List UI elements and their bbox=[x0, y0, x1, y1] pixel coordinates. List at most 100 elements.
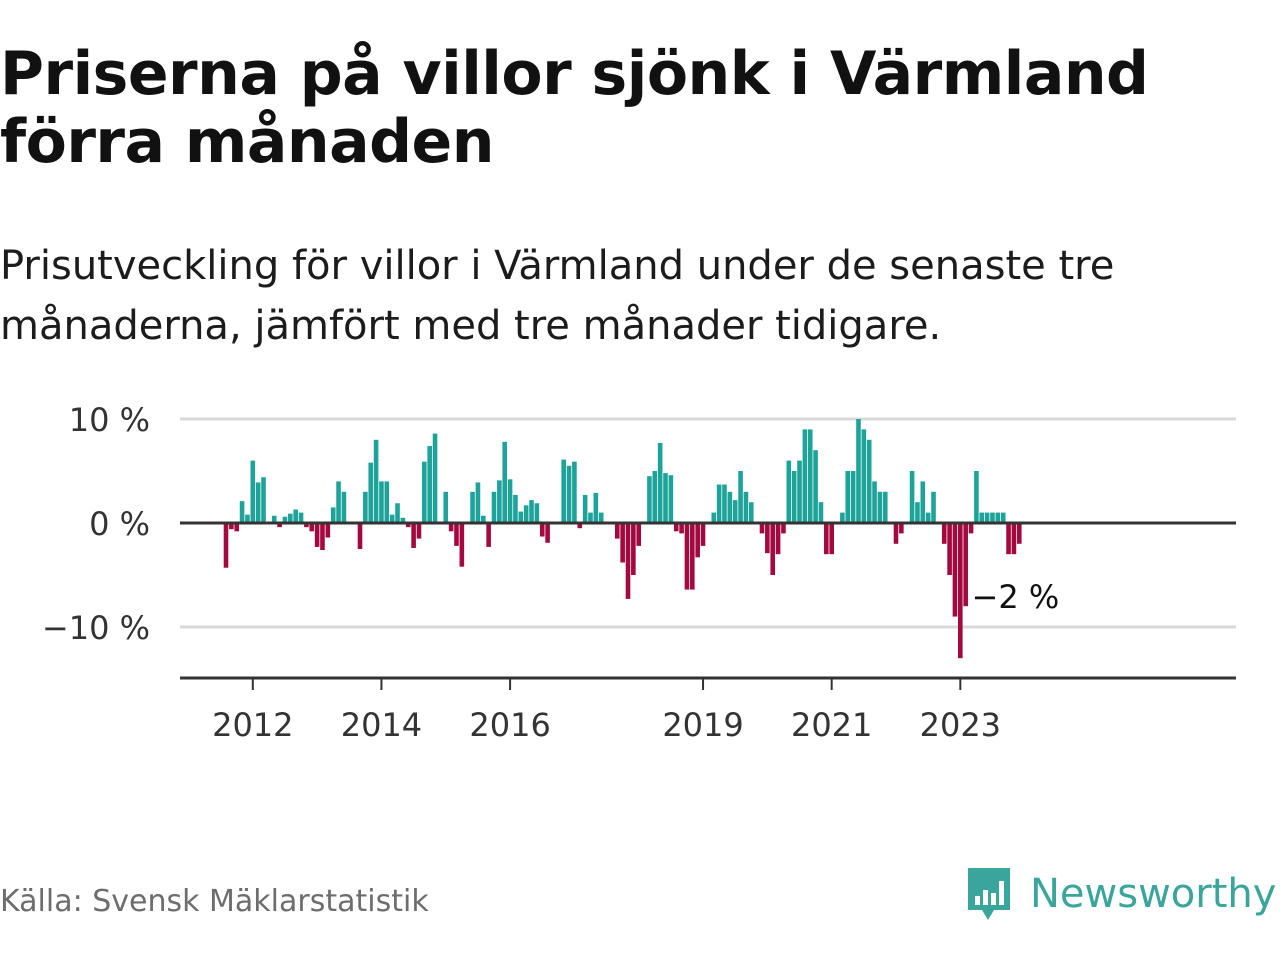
bar-2020-01 bbox=[765, 523, 770, 554]
bar-2019-09 bbox=[743, 491, 749, 523]
bar-2020-03 bbox=[775, 523, 781, 555]
source-note: Källa: Svensk Mäklarstatistik bbox=[0, 884, 429, 919]
bar-2023-06 bbox=[984, 512, 990, 523]
bar-2023-02 bbox=[963, 523, 968, 607]
bar-2022-04 bbox=[909, 471, 915, 523]
bar-2016-12 bbox=[566, 465, 572, 523]
bar-2017-04 bbox=[588, 512, 593, 523]
x-tick-label: 2023 bbox=[920, 706, 1001, 740]
bar-2013-12 bbox=[373, 439, 379, 523]
bar-2023-09 bbox=[1000, 512, 1006, 523]
bar-2015-01 bbox=[443, 491, 449, 523]
bar-chart: 10 % 0 % −10 % 2012 2014 2016 2019 2021 2023 −2 % bbox=[42, 401, 1236, 740]
bar-2012-01 bbox=[250, 460, 256, 523]
bar-2022-11 bbox=[947, 523, 952, 575]
bar-2023-12 bbox=[1016, 523, 1022, 544]
bar-2019-06 bbox=[727, 491, 733, 523]
bar-2011-12 bbox=[245, 514, 250, 523]
bar-2012-10 bbox=[298, 512, 304, 523]
bar-2017-01 bbox=[572, 461, 577, 523]
bar-2022-06 bbox=[920, 481, 926, 523]
bar-2023-05 bbox=[979, 512, 985, 523]
bar-2023-03 bbox=[968, 523, 974, 534]
bar-2012-08 bbox=[288, 513, 293, 523]
bar-2019-08 bbox=[738, 471, 743, 523]
bar-2023-04 bbox=[974, 471, 979, 523]
bar-2014-05 bbox=[400, 517, 406, 523]
bar-2020-02 bbox=[770, 523, 776, 575]
bar-2016-05 bbox=[529, 500, 534, 523]
bar-2018-05 bbox=[657, 442, 663, 523]
bar-2022-05 bbox=[915, 502, 920, 523]
bars bbox=[223, 419, 1022, 659]
bar-2017-09 bbox=[614, 523, 620, 539]
bar-2020-06 bbox=[791, 471, 797, 523]
bar-2023-01 bbox=[958, 523, 963, 659]
bar-2015-06 bbox=[470, 491, 475, 523]
bar-2013-05 bbox=[336, 481, 341, 523]
bar-2013-02 bbox=[320, 523, 325, 551]
x-tick-label: 2012 bbox=[212, 706, 293, 740]
bar-2020-05 bbox=[786, 460, 792, 523]
bar-2011-08 bbox=[223, 523, 229, 568]
bar-2019-10 bbox=[748, 502, 754, 523]
bar-2017-05 bbox=[593, 492, 599, 523]
bar-2016-08 bbox=[545, 523, 550, 543]
bar-2017-03 bbox=[582, 494, 588, 523]
chart-title: Priserna på villor sjönk i Värmland förr… bbox=[0, 39, 1149, 177]
bar-2012-09 bbox=[293, 509, 298, 523]
bar-2022-02 bbox=[899, 523, 904, 534]
bar-2015-02 bbox=[448, 523, 454, 532]
bar-2019-12 bbox=[759, 523, 765, 534]
bar-2022-08 bbox=[931, 491, 936, 523]
bar-2023-10 bbox=[1006, 523, 1011, 555]
brand-logo: Newsworthy bbox=[964, 862, 1276, 926]
x-tick-label: 2014 bbox=[341, 706, 422, 740]
bar-2020-12 bbox=[824, 523, 829, 555]
bar-2012-06 bbox=[277, 523, 282, 528]
bar-2015-03 bbox=[454, 523, 459, 546]
bar-2021-04 bbox=[845, 471, 851, 523]
axes bbox=[180, 521, 1236, 690]
bar-2020-09 bbox=[807, 429, 813, 523]
bar-2018-11 bbox=[690, 523, 695, 590]
bar-2014-11 bbox=[432, 433, 438, 523]
brand-name: Newsworthy bbox=[1030, 871, 1277, 917]
bar-2020-07 bbox=[797, 460, 802, 523]
bar-2014-04 bbox=[395, 503, 400, 523]
bar-2014-02 bbox=[384, 481, 390, 523]
axis-labels: 10 % 0 % −10 % 2012 2014 2016 2019 2021 2023 −2 % bbox=[42, 401, 1059, 740]
bar-2020-08 bbox=[802, 429, 808, 523]
bar-2022-07 bbox=[925, 512, 931, 523]
bar-2016-06 bbox=[534, 503, 540, 523]
bar-2017-02 bbox=[577, 523, 583, 529]
bar-2012-02 bbox=[255, 482, 261, 523]
bar-2021-05 bbox=[850, 471, 856, 523]
bar-2016-03 bbox=[518, 511, 524, 523]
bar-chart-speech-bubble-icon bbox=[968, 868, 1010, 920]
bar-2021-11 bbox=[882, 491, 888, 523]
bar-2018-09 bbox=[679, 523, 684, 534]
bar-2016-02 bbox=[513, 494, 518, 523]
bar-2023-07 bbox=[990, 512, 995, 523]
bar-2014-03 bbox=[389, 514, 395, 523]
bar-2021-01 bbox=[829, 523, 834, 555]
bar-2018-10 bbox=[684, 523, 690, 590]
bar-2011-11 bbox=[239, 501, 245, 523]
bar-2012-12 bbox=[309, 523, 315, 532]
bar-2016-07 bbox=[539, 523, 545, 537]
bar-2019-01 bbox=[700, 523, 706, 546]
bar-2013-11 bbox=[368, 462, 374, 523]
bar-2018-01 bbox=[636, 523, 642, 546]
bar-2022-12 bbox=[952, 523, 958, 617]
bar-2017-10 bbox=[620, 523, 625, 563]
bar-2021-08 bbox=[866, 439, 872, 523]
bar-2022-01 bbox=[893, 523, 899, 544]
x-tick-label: 2016 bbox=[469, 706, 550, 740]
x-tick-label: 2019 bbox=[662, 706, 743, 740]
bar-2021-06 bbox=[856, 419, 861, 523]
bar-2021-07 bbox=[861, 429, 867, 523]
bar-2011-10 bbox=[234, 523, 240, 532]
bar-2021-09 bbox=[872, 481, 877, 523]
bar-2018-03 bbox=[647, 476, 652, 523]
